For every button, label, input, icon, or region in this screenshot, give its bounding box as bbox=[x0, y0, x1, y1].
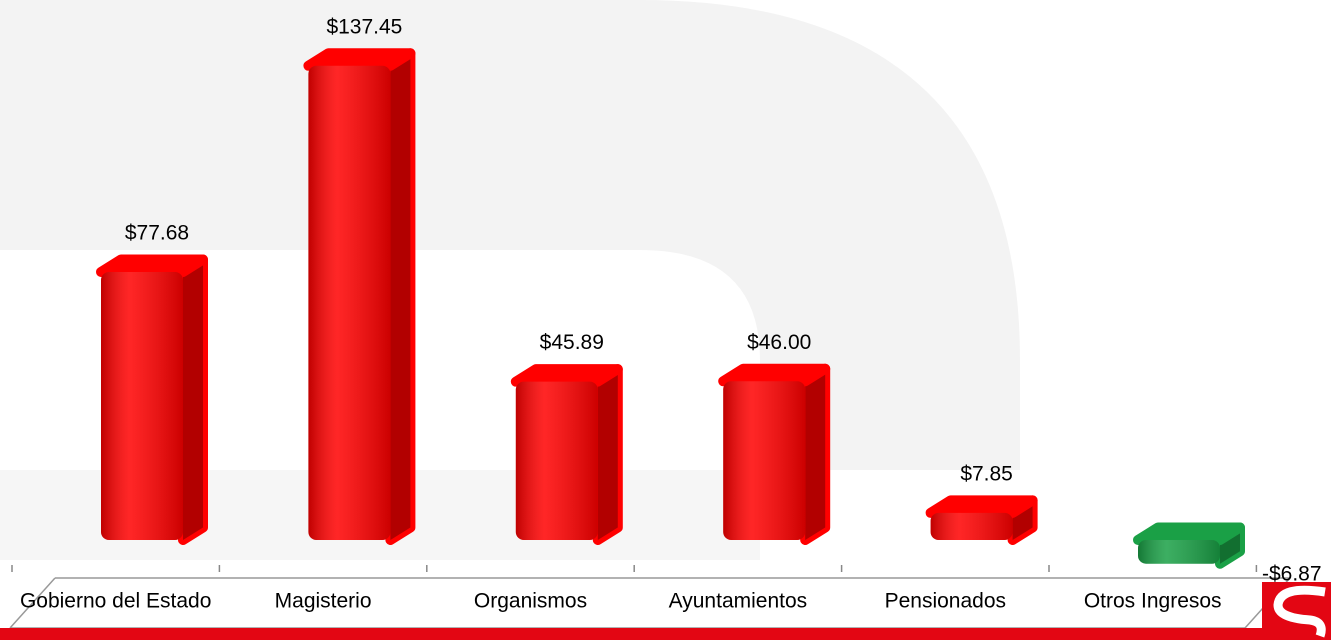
value-label: $77.68 bbox=[125, 222, 189, 245]
bar-side-shade bbox=[805, 368, 826, 540]
bar bbox=[1133, 522, 1245, 569]
bar-front-shade bbox=[308, 65, 391, 541]
bar-top bbox=[925, 495, 1038, 518]
x-tick-label: Otros Ingresos bbox=[1084, 590, 1222, 613]
value-label: -$6.87 bbox=[1262, 563, 1322, 586]
x-tick-label: Pensionados bbox=[885, 590, 1006, 613]
bar bbox=[96, 254, 208, 545]
footer-stripe bbox=[0, 628, 1262, 640]
value-label: $137.45 bbox=[326, 15, 402, 38]
bar-top bbox=[303, 48, 416, 71]
bar-front-shade bbox=[930, 512, 1013, 540]
bar bbox=[510, 364, 623, 545]
bar-side-shade bbox=[1220, 527, 1240, 564]
bar-side-shade bbox=[183, 259, 203, 540]
bar-front-shade bbox=[723, 381, 806, 540]
value-label: $45.89 bbox=[540, 331, 604, 354]
bar-front-shade bbox=[515, 381, 598, 540]
logo bbox=[1262, 582, 1331, 640]
bar-front-shade bbox=[101, 272, 183, 540]
bar-top bbox=[718, 363, 831, 387]
bar-front-shade bbox=[1138, 540, 1220, 564]
x-tick-label: Ayuntamientos bbox=[669, 590, 808, 613]
value-label: $46.00 bbox=[747, 331, 811, 354]
bar bbox=[925, 495, 1038, 545]
x-tick-label: Gobierno del Estado bbox=[20, 590, 211, 613]
plot-area: Gobierno del Estado $77.68 Magisterio $137.… bbox=[11, 15, 1322, 613]
bar bbox=[303, 48, 416, 545]
bar-side-shade bbox=[597, 369, 618, 540]
bar-top bbox=[510, 364, 623, 387]
bar bbox=[718, 363, 831, 545]
x-tick-label: Magisterio bbox=[275, 590, 372, 613]
bar-top bbox=[96, 254, 208, 278]
x-tick-label: Organismos bbox=[474, 590, 587, 613]
bar-top bbox=[1133, 522, 1245, 545]
value-label: $7.85 bbox=[960, 462, 1013, 485]
bar-side-shade bbox=[390, 53, 411, 541]
